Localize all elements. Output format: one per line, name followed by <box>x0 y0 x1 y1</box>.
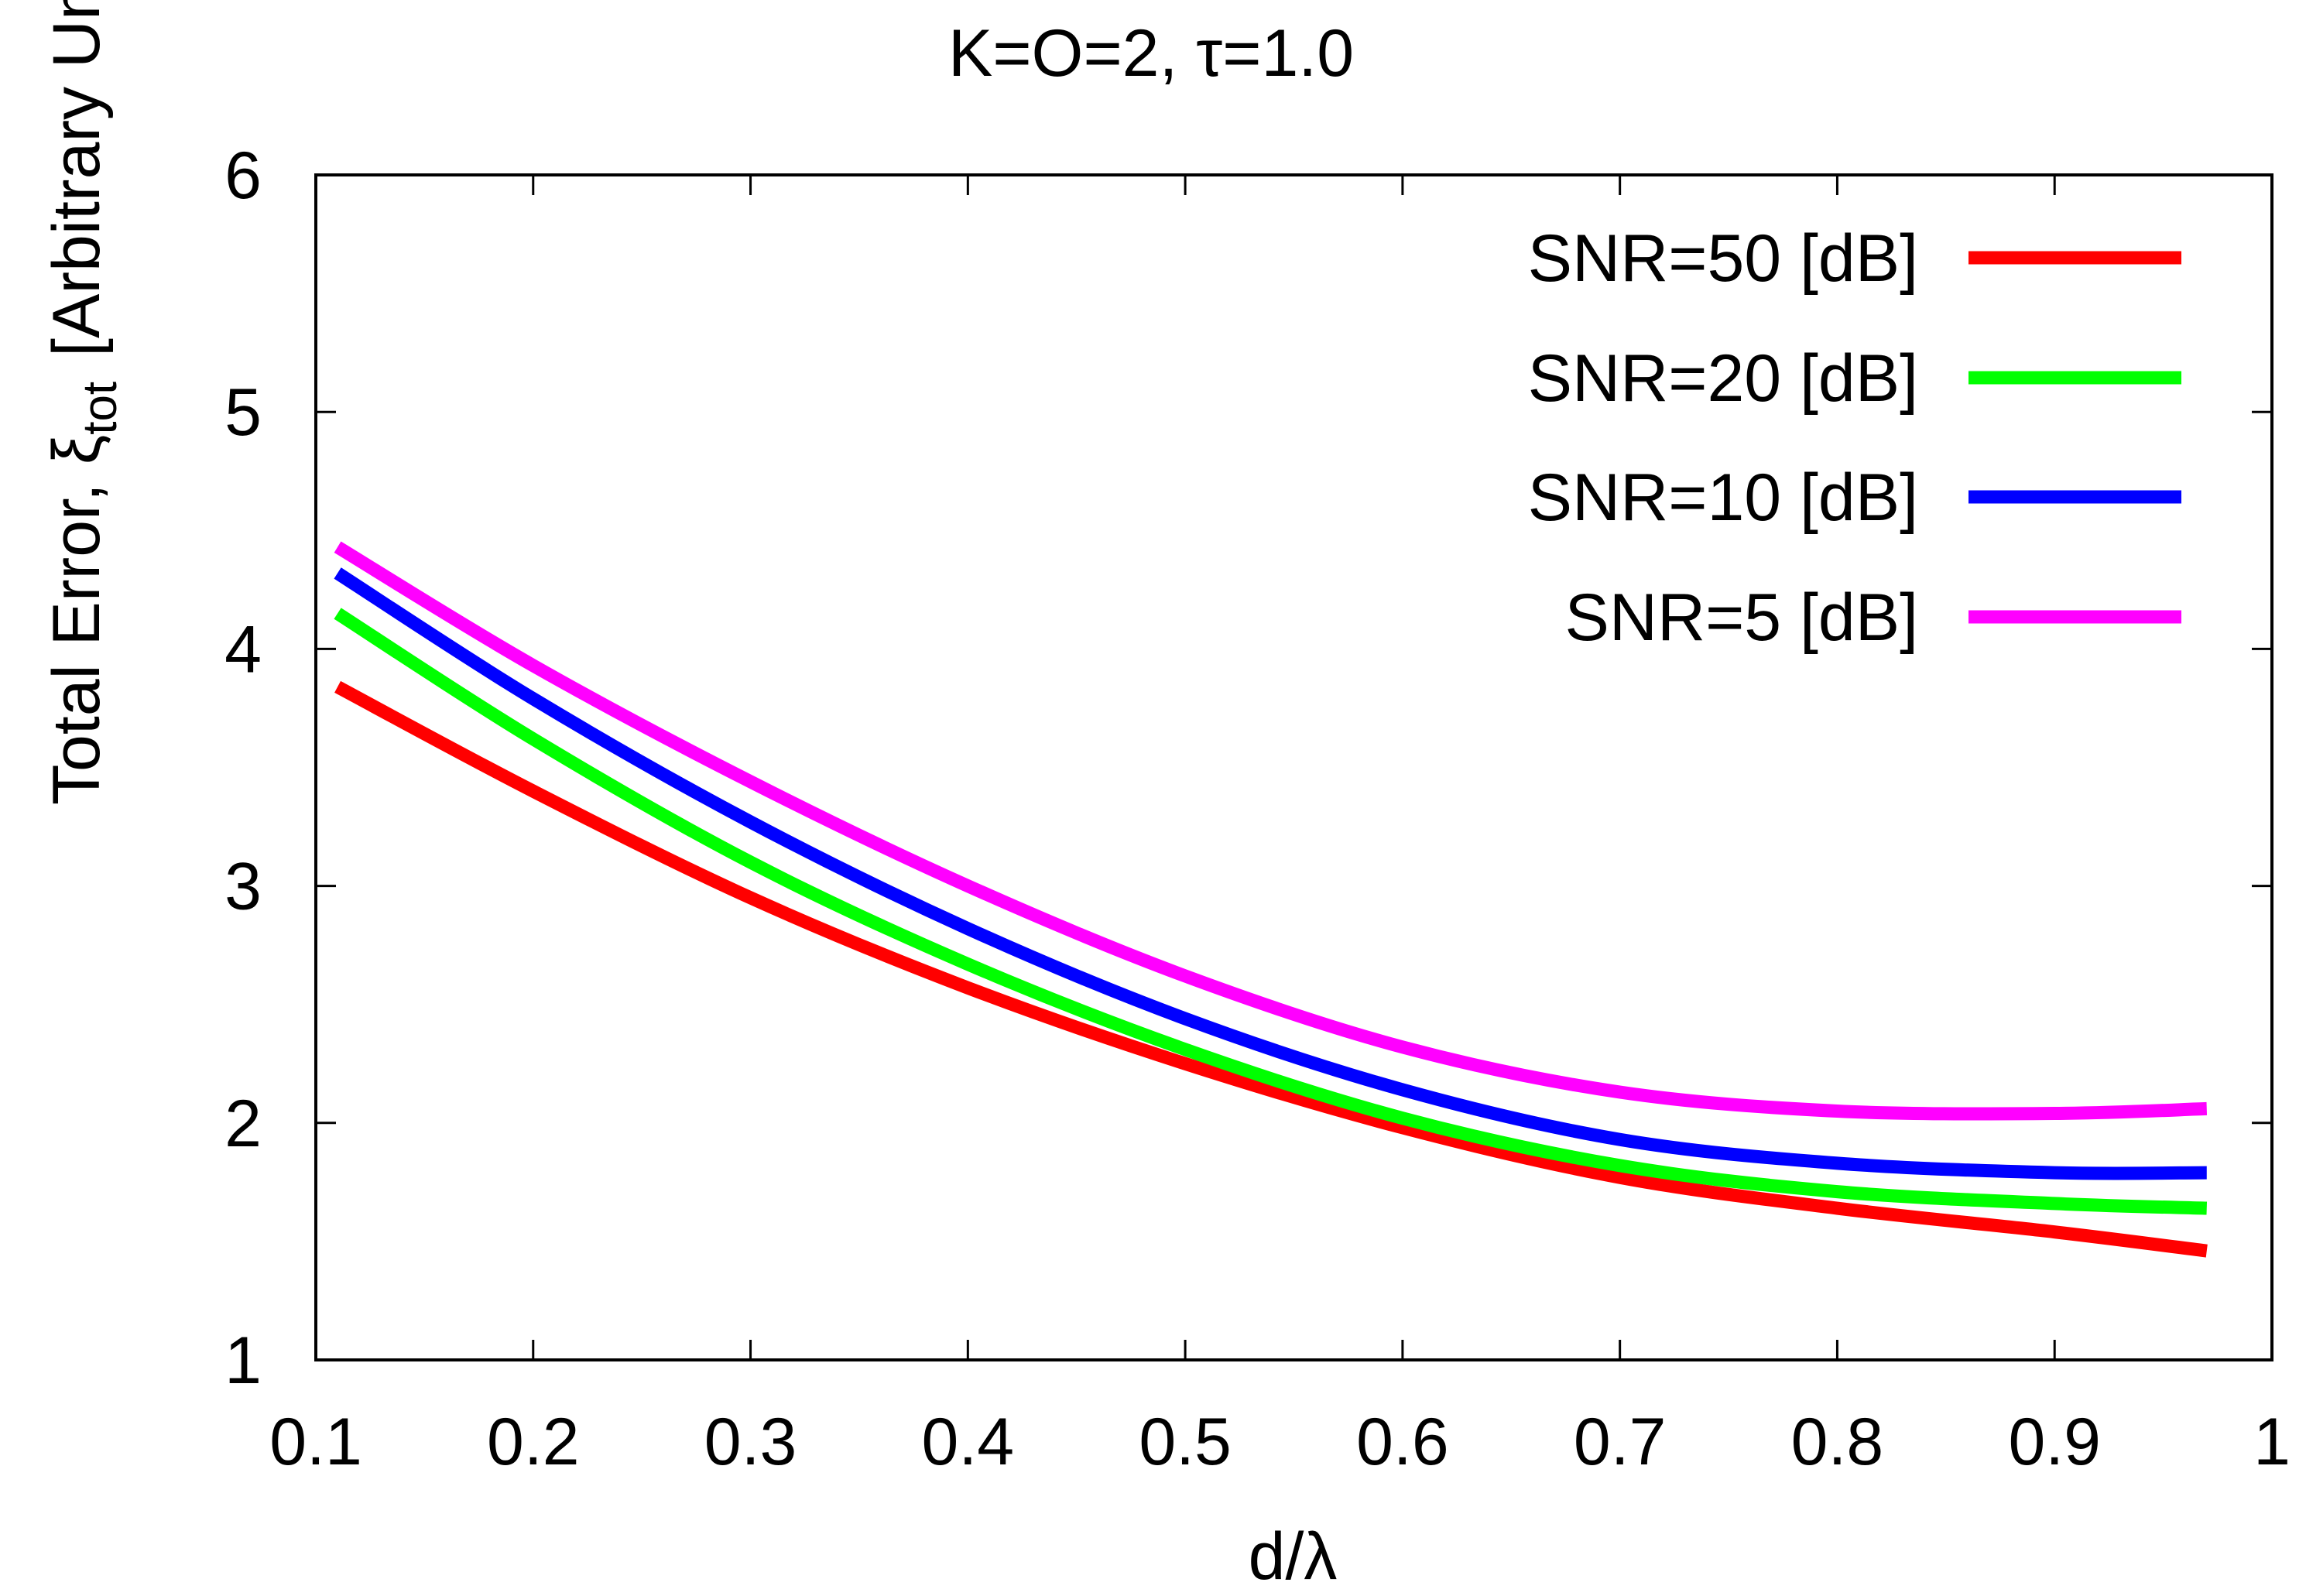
x-tick-label: 0.1 <box>269 1405 362 1479</box>
series-line-0 <box>334 680 2208 1258</box>
series-line-1 <box>334 608 2208 1215</box>
x-tick-label: 0.9 <box>2008 1405 2101 1479</box>
legend-label: SNR=5 [dB] <box>1565 581 1919 655</box>
plot-lines <box>334 541 2208 1258</box>
chart-title: K=O=2, τ=1.0 <box>948 16 1354 91</box>
y-axis-label-subscript: tot <box>74 382 127 435</box>
legend-label: SNR=10 [dB] <box>1528 461 1918 535</box>
y-axis-label-main: Total Error, ξ <box>39 435 114 805</box>
x-tick-label: 0.8 <box>1791 1405 1884 1479</box>
x-tick-label: 1 <box>2253 1405 2291 1479</box>
x-axis-label: d/λ <box>1249 1519 1338 1594</box>
x-tick-label: 0.6 <box>1356 1405 1449 1479</box>
axis-ticks <box>316 175 2272 1360</box>
y-axis-label-unit: [Arbitrary Unit] (×10 <box>39 0 114 357</box>
x-tick-label: 0.5 <box>1139 1405 1232 1479</box>
x-tick-label: 0.4 <box>922 1405 1015 1479</box>
y-tick-label: 4 <box>224 612 262 687</box>
legend-label: SNR=50 [dB] <box>1528 221 1918 296</box>
y-tick-label: 6 <box>224 139 262 213</box>
legend-label: SNR=20 [dB] <box>1528 341 1918 416</box>
x-tick-label: 0.7 <box>1574 1405 1667 1479</box>
x-tick-label: 0.2 <box>487 1405 580 1479</box>
series-line-3 <box>334 541 2208 1121</box>
y-tick-label: 1 <box>224 1324 262 1398</box>
y-tick-label: 3 <box>224 850 262 924</box>
y-tick-label: 5 <box>224 375 262 450</box>
legend: SNR=50 [dB] SNR=20 [dB] SNR=10 [dB] SNR=5 [… <box>1528 221 2181 655</box>
x-tick-label: 0.3 <box>704 1405 797 1479</box>
tick-labels: 0.1 0.2 0.3 0.4 0.5 0.6 0.7 0.8 0.9 1 1 2 3 4 5 6 <box>224 139 2291 1479</box>
y-axis-label: Total Error, ξtot[Arbitrary Unit] (×10-4… <box>30 0 127 805</box>
series-line-2 <box>334 567 2207 1180</box>
svg-text:Total Error, ξtot[Arbitrary Un: Total Error, ξtot[Arbitrary Unit] (×10-4… <box>30 0 127 805</box>
y-tick-label: 2 <box>224 1087 262 1161</box>
plot-frame <box>314 173 2273 1361</box>
